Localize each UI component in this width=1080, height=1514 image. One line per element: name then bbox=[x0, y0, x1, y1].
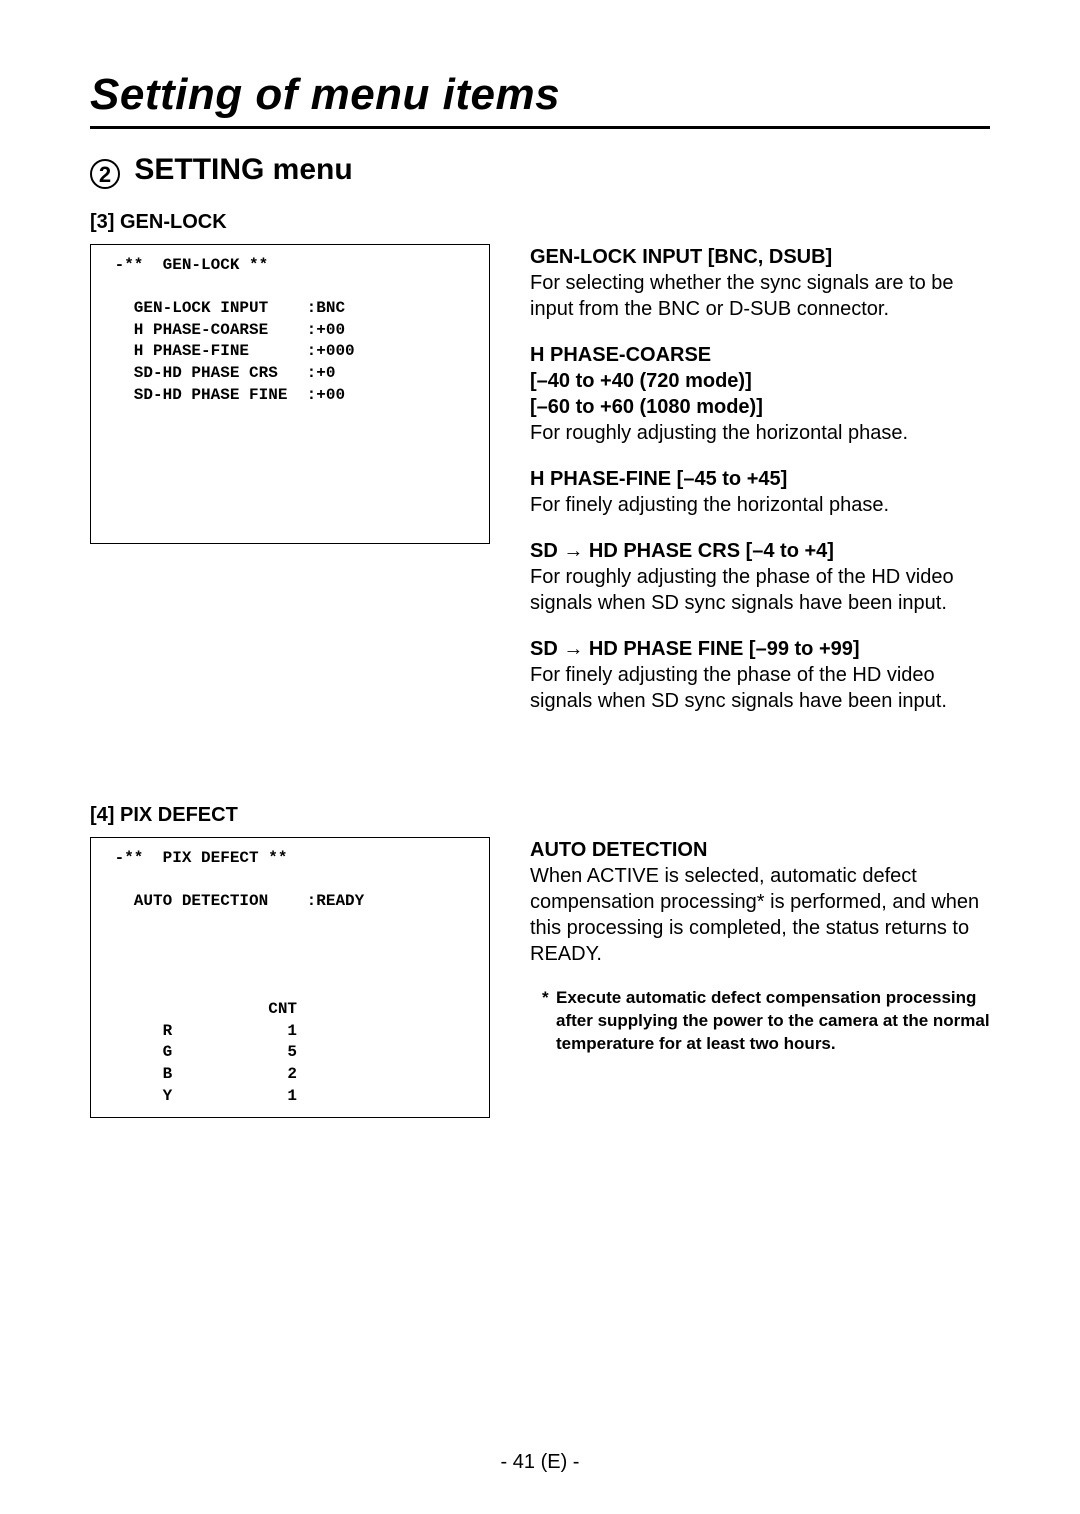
section-title-text: SETTING menu bbox=[134, 153, 352, 186]
pixdefect-auto-body: When ACTIVE is selected, automatic defec… bbox=[530, 863, 990, 967]
page: Setting of menu items 2 SETTING menu [3]… bbox=[0, 0, 1080, 1514]
genlock-left: -** GEN-LOCK ** GEN-LOCK INPUT :BNC H PH… bbox=[90, 244, 490, 734]
genlock-fine-body: For finely adjusting the horizontal phas… bbox=[530, 492, 990, 518]
genlock-right: GEN-LOCK INPUT [BNC, DSUB] For selecting… bbox=[530, 244, 990, 734]
genlock-coarse-t1: H PHASE-COARSE bbox=[530, 342, 990, 368]
genlock-coarse-body: For roughly adjusting the horizontal pha… bbox=[530, 420, 990, 446]
pixdefect-note-text: Execute automatic defect compensation pr… bbox=[556, 988, 990, 1053]
page-number: - 41 (E) - bbox=[0, 1451, 1080, 1474]
title-rule bbox=[90, 126, 990, 129]
pixdefect-left: -** PIX DEFECT ** AUTO DETECTION :READY … bbox=[90, 837, 490, 1118]
pixdefect-right: AUTO DETECTION When ACTIVE is selected, … bbox=[530, 837, 990, 1118]
pixdefect-menu-box: -** PIX DEFECT ** AUTO DETECTION :READY … bbox=[90, 837, 490, 1118]
genlock-input-block: GEN-LOCK INPUT [BNC, DSUB] For selecting… bbox=[530, 244, 990, 322]
pixdefect-row: -** PIX DEFECT ** AUTO DETECTION :READY … bbox=[90, 837, 990, 1118]
genlock-sdcrs-title: SD → HD PHASE CRS [–4 to +4] bbox=[530, 538, 990, 564]
genlock-fine-block: H PHASE-FINE [–45 to +45] For finely adj… bbox=[530, 466, 990, 518]
pixdefect-heading: [4] PIX DEFECT bbox=[90, 804, 990, 827]
pixdefect-note: * Execute automatic defect compensation … bbox=[530, 987, 990, 1056]
section-heading: 2 SETTING menu bbox=[90, 153, 990, 189]
genlock-fine-title: H PHASE-FINE [–45 to +45] bbox=[530, 466, 990, 492]
genlock-row: -** GEN-LOCK ** GEN-LOCK INPUT :BNC H PH… bbox=[90, 244, 990, 734]
genlock-sdcrs-body: For roughly adjusting the phase of the H… bbox=[530, 564, 990, 616]
genlock-heading: [3] GEN-LOCK bbox=[90, 211, 990, 234]
page-title: Setting of menu items bbox=[90, 70, 990, 120]
sdfine-post: HD PHASE FINE [–99 to +99] bbox=[583, 638, 859, 660]
genlock-input-body: For selecting whether the sync signals a… bbox=[530, 270, 990, 322]
arrow-icon: → bbox=[563, 540, 583, 562]
genlock-coarse-t2: [–40 to +40 (720 mode)] bbox=[530, 368, 990, 394]
sdcrs-pre: SD bbox=[530, 540, 563, 562]
sdfine-pre: SD bbox=[530, 638, 563, 660]
genlock-coarse-t3: [–60 to +60 (1080 mode)] bbox=[530, 394, 990, 420]
asterisk-icon: * bbox=[542, 987, 549, 1010]
pixdefect-auto-block: AUTO DETECTION When ACTIVE is selected, … bbox=[530, 837, 990, 967]
sdcrs-post: HD PHASE CRS [–4 to +4] bbox=[583, 540, 834, 562]
section-number-circle: 2 bbox=[90, 159, 120, 189]
genlock-input-title: GEN-LOCK INPUT [BNC, DSUB] bbox=[530, 244, 990, 270]
genlock-sdfine-body: For finely adjusting the phase of the HD… bbox=[530, 662, 990, 714]
genlock-coarse-block: H PHASE-COARSE [–40 to +40 (720 mode)] [… bbox=[530, 342, 990, 446]
arrow-icon: → bbox=[563, 638, 583, 660]
genlock-sdcrs-block: SD → HD PHASE CRS [–4 to +4] For roughly… bbox=[530, 538, 990, 616]
genlock-menu-box: -** GEN-LOCK ** GEN-LOCK INPUT :BNC H PH… bbox=[90, 244, 490, 544]
genlock-sdfine-block: SD → HD PHASE FINE [–99 to +99] For fine… bbox=[530, 636, 990, 714]
genlock-sdfine-title: SD → HD PHASE FINE [–99 to +99] bbox=[530, 636, 990, 662]
pixdefect-auto-title: AUTO DETECTION bbox=[530, 837, 990, 863]
